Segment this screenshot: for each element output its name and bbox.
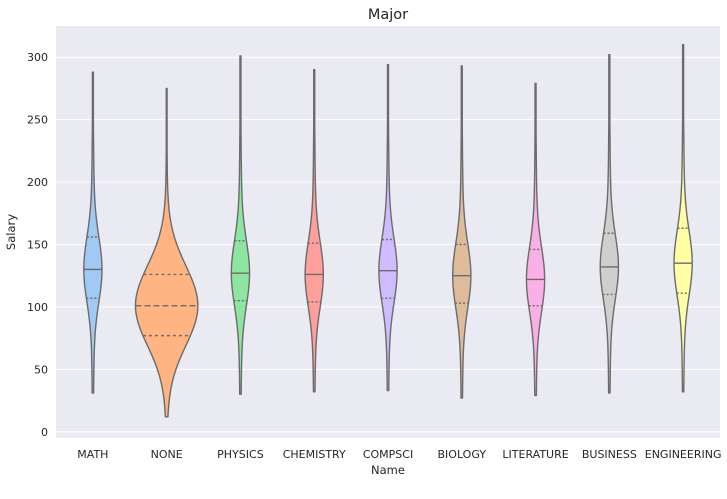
x-tick-label: COMPSCI [363, 448, 413, 461]
violin-body [304, 68, 325, 393]
violins [83, 44, 693, 418]
violin-none [134, 87, 199, 418]
violin-math [83, 71, 103, 394]
y-tick-label: 50 [34, 363, 48, 376]
y-tick-label: 0 [41, 426, 48, 439]
violin-body [673, 44, 693, 393]
violin-physics [230, 55, 251, 396]
violin-chemistry [304, 68, 325, 393]
x-tick-label: MATH [77, 448, 108, 461]
x-axis-label: Name [371, 463, 405, 477]
y-axis-label: Salary [4, 214, 18, 250]
y-tick-label: 100 [27, 301, 48, 314]
y-tick-label: 150 [27, 238, 48, 251]
x-tick-label: BIOLOGY [438, 448, 487, 461]
x-tick-label: PHYSICS [217, 448, 264, 461]
x-axis-ticks: MATH NONE PHYSICS CHEMISTRY COMPSCI BIOLOGY LI… [77, 448, 721, 461]
y-axis-ticks: 0 50 100 150 200 250 300 [27, 51, 48, 439]
x-tick-label: NONE [151, 448, 183, 461]
x-tick-label: LITERATURE [502, 448, 568, 461]
violin-biology [451, 65, 472, 399]
violin-body [230, 55, 251, 396]
violin-body [599, 54, 620, 394]
chart-title: Major [368, 7, 408, 23]
violin-body [451, 65, 472, 399]
violin-compsci [378, 64, 398, 392]
violin-body [83, 71, 103, 394]
violin-body [378, 64, 398, 392]
y-tick-label: 300 [27, 51, 48, 64]
y-tick-label: 250 [27, 114, 48, 127]
violin-body [134, 87, 199, 418]
x-tick-label: CHEMISTRY [283, 448, 346, 461]
violin-business [599, 54, 620, 394]
x-tick-label: ENGINEERING [645, 448, 722, 461]
violin-engineering [673, 44, 693, 393]
violin-literature [525, 82, 546, 397]
y-tick-label: 200 [27, 176, 48, 189]
x-tick-label: BUSINESS [582, 448, 637, 461]
violin-body [525, 82, 546, 397]
